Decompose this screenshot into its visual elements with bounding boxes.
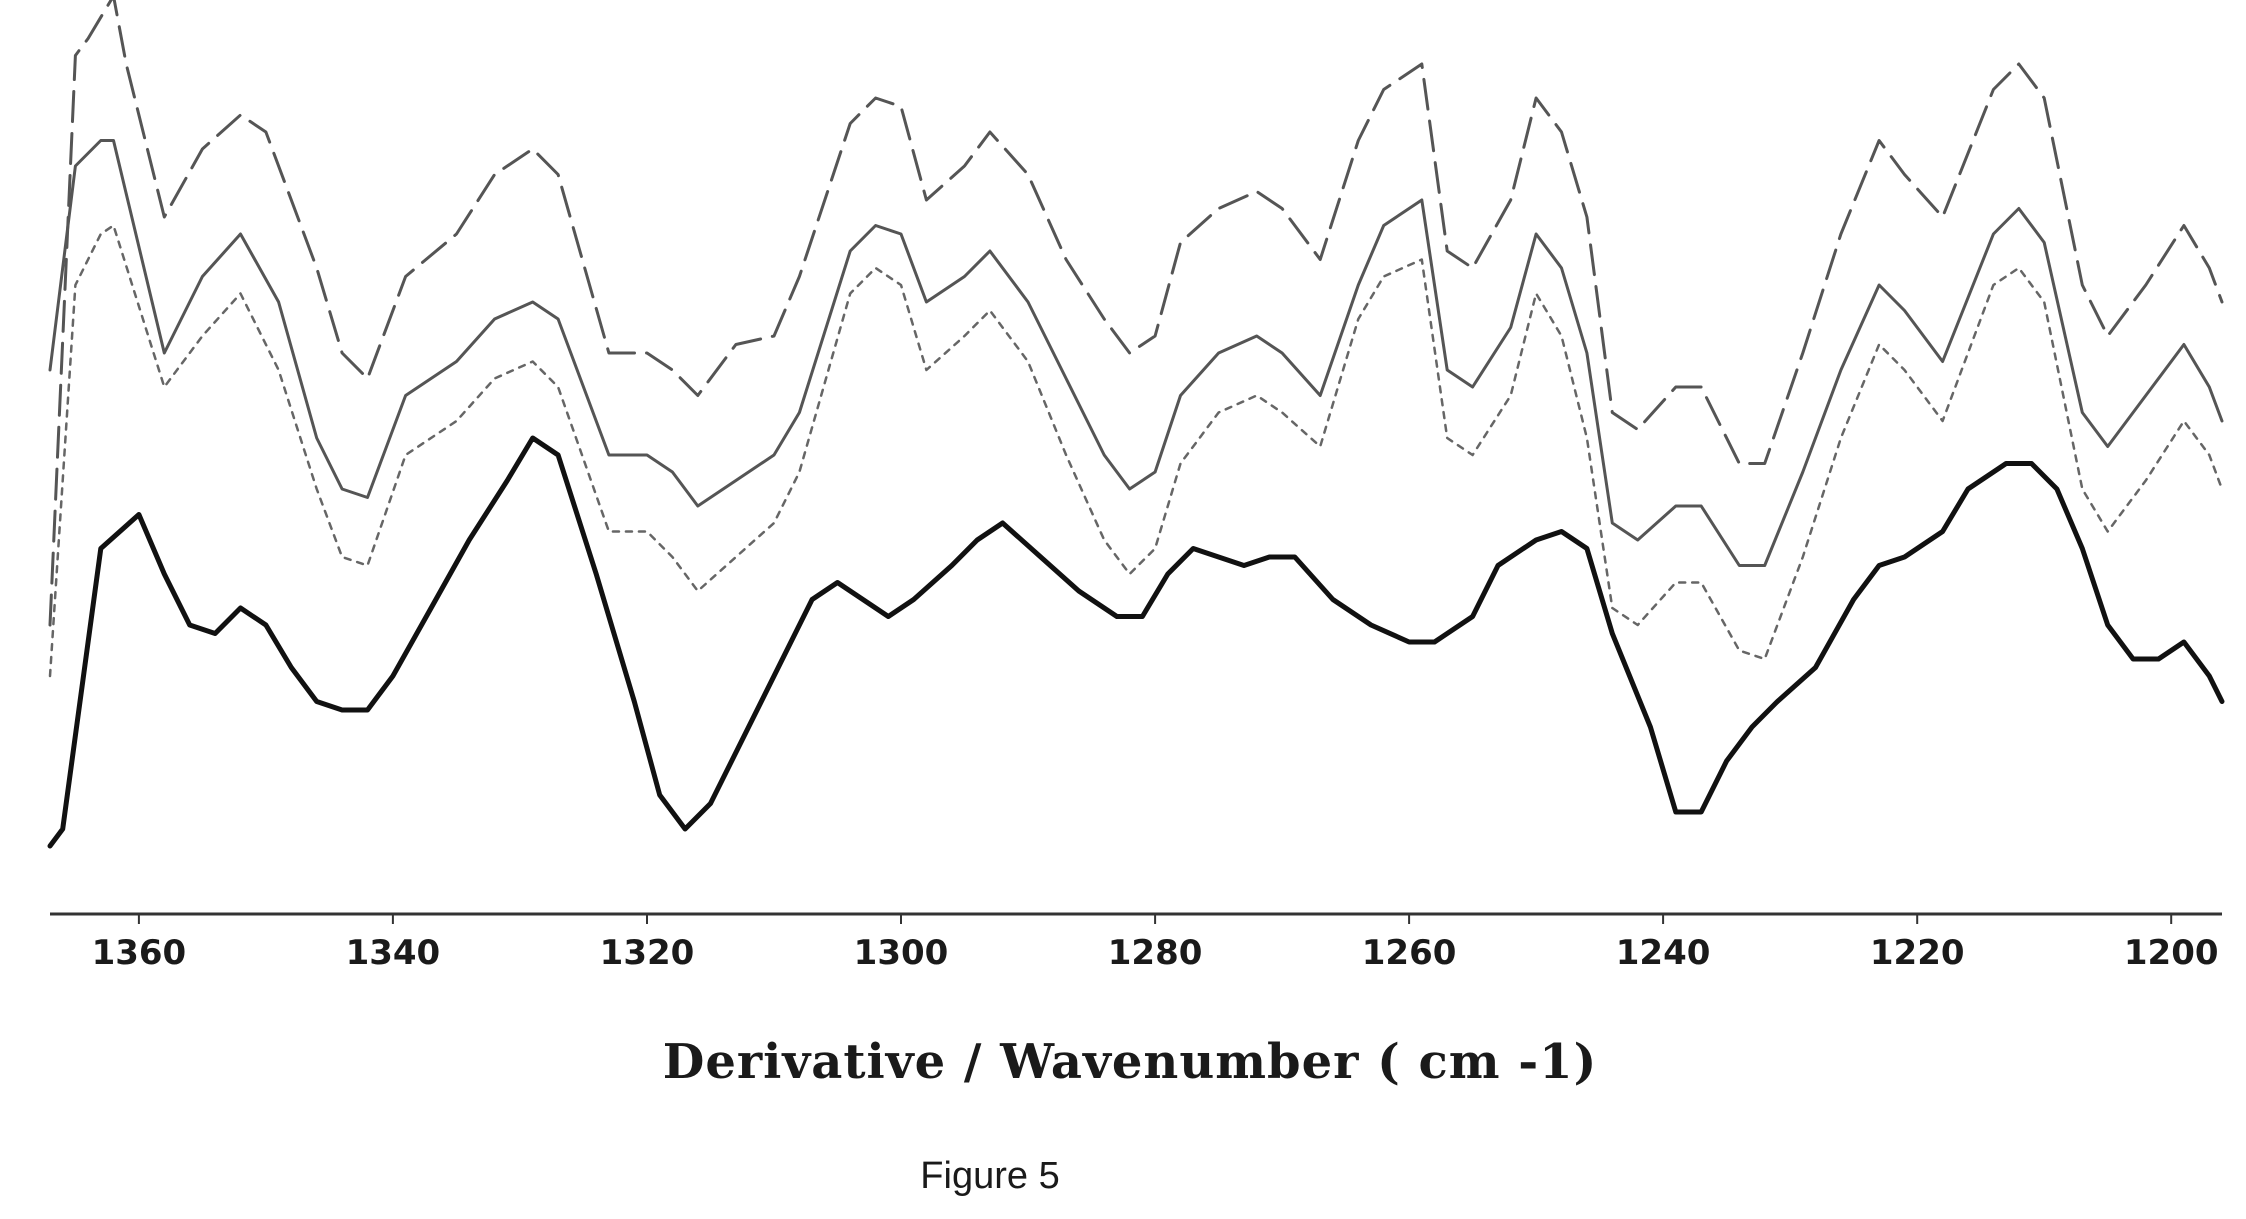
x-tick-label-1300: 1300 [854, 933, 949, 973]
x-axis-title: Derivative / Wavenumber ( cm -1) [663, 1034, 1598, 1090]
series-line-1-dashed-long [48, 0, 2224, 627]
x-tick-label-1280: 1280 [1108, 933, 1203, 973]
series-line-3-dotted [48, 224, 2224, 678]
x-axis-ticks: 1360 1340 1320 1300 1280 1260 1240 1220 1200 [92, 914, 2219, 973]
x-tick-label-1260: 1260 [1362, 933, 1457, 973]
series-line-2-solid-thin [48, 139, 2224, 567]
x-tick-label-1220: 1220 [1870, 933, 1965, 973]
x-tick-label-1200: 1200 [2124, 933, 2219, 973]
series-layer [47, 0, 2225, 849]
series-line-4-solid-thick [47, 435, 2225, 849]
figure-caption: Figure 5 [920, 1155, 1059, 1197]
x-tick-label-1240: 1240 [1616, 933, 1711, 973]
x-tick-label-1320: 1320 [600, 933, 695, 973]
x-tick-label-1340: 1340 [346, 933, 441, 973]
x-tick-label-1360: 1360 [92, 933, 187, 973]
